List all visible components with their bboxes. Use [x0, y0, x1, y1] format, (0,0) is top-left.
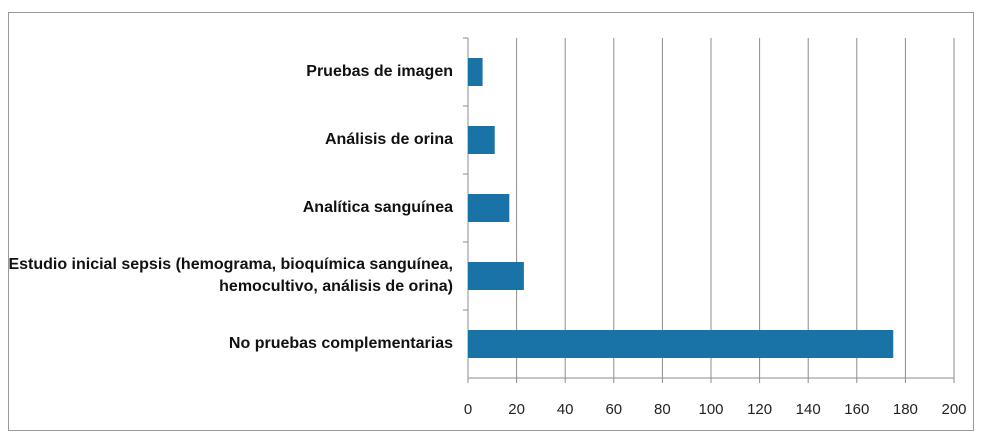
chart-frame: [8, 12, 974, 431]
bar: [468, 194, 510, 222]
x-tick-label: 80: [654, 401, 671, 418]
bar: [468, 58, 483, 86]
x-tick-label: 180: [893, 401, 918, 418]
bar: [468, 262, 524, 290]
x-tick-label: 40: [557, 401, 574, 418]
x-tick-label: 20: [508, 401, 525, 418]
x-tick-label: 160: [844, 401, 869, 418]
y-tick-label: No pruebas complementarias: [228, 335, 453, 352]
y-tick-label: Pruebas de imagen: [306, 63, 453, 80]
x-tick-label: 200: [941, 401, 966, 418]
bar: [468, 330, 894, 358]
x-tick-label: 100: [698, 401, 723, 418]
x-tick-label: 140: [796, 401, 821, 418]
bar: [468, 126, 495, 154]
y-tick-label: Analítica sanguínea: [302, 199, 453, 216]
x-tick-label: 0: [464, 401, 472, 418]
y-tick-label: Análisis de orina: [324, 131, 453, 148]
x-tick-label: 120: [747, 401, 772, 418]
y-tick-label: Estudio inicial sepsis (hemograma, bioqu…: [8, 256, 453, 295]
x-tick-label: 60: [605, 401, 622, 418]
